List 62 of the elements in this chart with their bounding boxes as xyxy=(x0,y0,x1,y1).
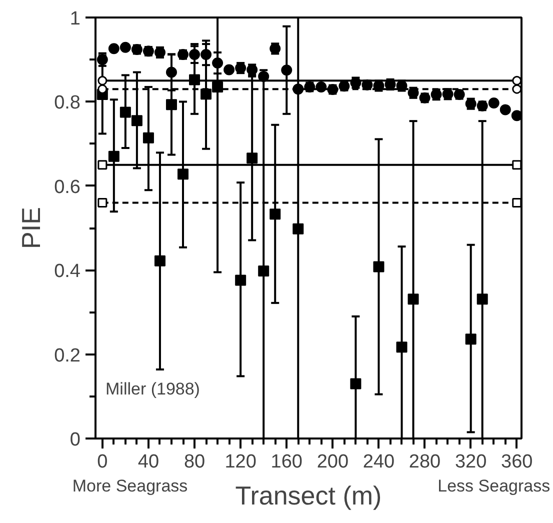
x-tick-label: 280 xyxy=(408,452,441,472)
point xyxy=(304,81,316,92)
y-tick-label: 0.4 xyxy=(54,261,81,282)
point xyxy=(131,115,142,126)
point xyxy=(235,274,246,286)
point xyxy=(200,88,212,100)
x-tick-label: 240 xyxy=(362,452,395,472)
y-tick-label: 0.2 xyxy=(54,345,81,366)
y-tick-label: 1 xyxy=(70,8,81,30)
point xyxy=(373,261,384,272)
point xyxy=(270,208,281,220)
point xyxy=(108,150,120,162)
point xyxy=(292,223,304,234)
point xyxy=(120,106,131,118)
x-axis-title: Transect (m) xyxy=(235,480,382,510)
point xyxy=(224,64,235,76)
point xyxy=(476,294,488,305)
annotation: Miller (1988) xyxy=(106,380,200,398)
x-tick-label: 160 xyxy=(270,452,302,472)
x-tick-label: 320 xyxy=(454,452,487,472)
point xyxy=(465,334,476,345)
point xyxy=(98,198,108,208)
point xyxy=(500,104,511,116)
point xyxy=(98,76,108,86)
point xyxy=(408,87,419,98)
text: Less Seagrass xyxy=(438,476,550,496)
point xyxy=(258,265,270,276)
point xyxy=(120,42,131,53)
point xyxy=(350,378,362,390)
point xyxy=(512,76,522,86)
x-tick-label: 120 xyxy=(224,452,256,472)
point xyxy=(98,160,108,170)
text: More Seagrass xyxy=(72,476,188,496)
point xyxy=(142,132,154,144)
x-tick-label: 200 xyxy=(316,452,349,472)
y-tick-label: 0.6 xyxy=(54,176,81,198)
point xyxy=(212,57,224,68)
point xyxy=(166,66,177,78)
point xyxy=(511,110,522,122)
point xyxy=(512,198,522,208)
y-tick-label: 0.8 xyxy=(54,92,81,114)
x-tick-label: 40 xyxy=(138,452,160,472)
point xyxy=(212,81,224,92)
point xyxy=(98,84,108,94)
x-tick-label: 360 xyxy=(501,452,533,472)
point xyxy=(408,294,419,305)
x-tick-label: 80 xyxy=(184,452,206,472)
y-tick-label: 0 xyxy=(70,430,81,450)
point xyxy=(200,49,212,60)
point xyxy=(281,64,292,76)
x-tick-label: 0 xyxy=(97,452,108,472)
point xyxy=(246,152,258,164)
point xyxy=(178,168,189,180)
point xyxy=(166,99,177,110)
point xyxy=(154,255,166,266)
y-axis-title: PIE xyxy=(16,207,46,249)
point xyxy=(512,160,522,170)
point xyxy=(488,97,500,108)
point xyxy=(108,43,120,54)
point xyxy=(396,342,408,353)
point xyxy=(189,49,200,60)
point xyxy=(512,84,522,94)
